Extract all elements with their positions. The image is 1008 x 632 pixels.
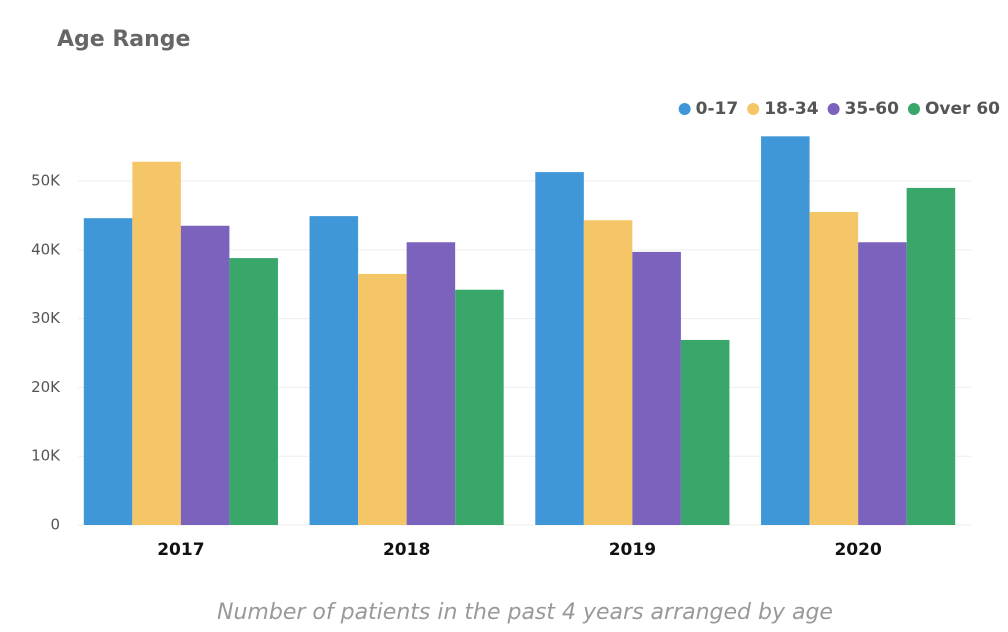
y-tick-label: 10K: [31, 447, 61, 465]
y-tick-label: 20K: [31, 378, 61, 396]
bar: [358, 273, 407, 525]
legend-marker: [678, 103, 691, 115]
x-tick-label: 2018: [383, 540, 430, 560]
bar: [906, 187, 956, 525]
y-tick-label: 0: [50, 516, 60, 534]
bar: [309, 216, 359, 526]
chart-title: Age Range: [57, 27, 190, 52]
bar: [132, 161, 181, 526]
x-tick-label: 2017: [157, 540, 204, 560]
x-tick-label: 2019: [609, 540, 656, 560]
legend-marker: [907, 103, 920, 115]
bar: [809, 211, 859, 525]
chart-subtitle: Number of patients in the past 4 years a…: [217, 600, 833, 625]
bar: [761, 136, 810, 525]
bar: [858, 242, 907, 525]
legend-label: 0-17: [696, 99, 739, 119]
bar: [83, 218, 133, 526]
x-tick-label: 2020: [834, 540, 881, 560]
bar: [632, 251, 681, 526]
legend-label: 18-34: [764, 99, 819, 119]
bar: [406, 242, 456, 525]
bar: [680, 339, 730, 525]
bar: [583, 220, 633, 525]
legend-marker: [827, 103, 840, 115]
bar: [180, 225, 230, 525]
legend-label: 35-60: [845, 99, 900, 119]
y-tick-label: 30K: [31, 309, 61, 327]
legend-marker: [747, 103, 760, 115]
y-tick-label: 50K: [31, 172, 61, 190]
legend-label: Over 60: [925, 99, 1000, 119]
bar: [229, 258, 278, 525]
bar: [535, 172, 584, 526]
y-tick-label: 40K: [31, 240, 61, 258]
bar: [455, 289, 504, 525]
